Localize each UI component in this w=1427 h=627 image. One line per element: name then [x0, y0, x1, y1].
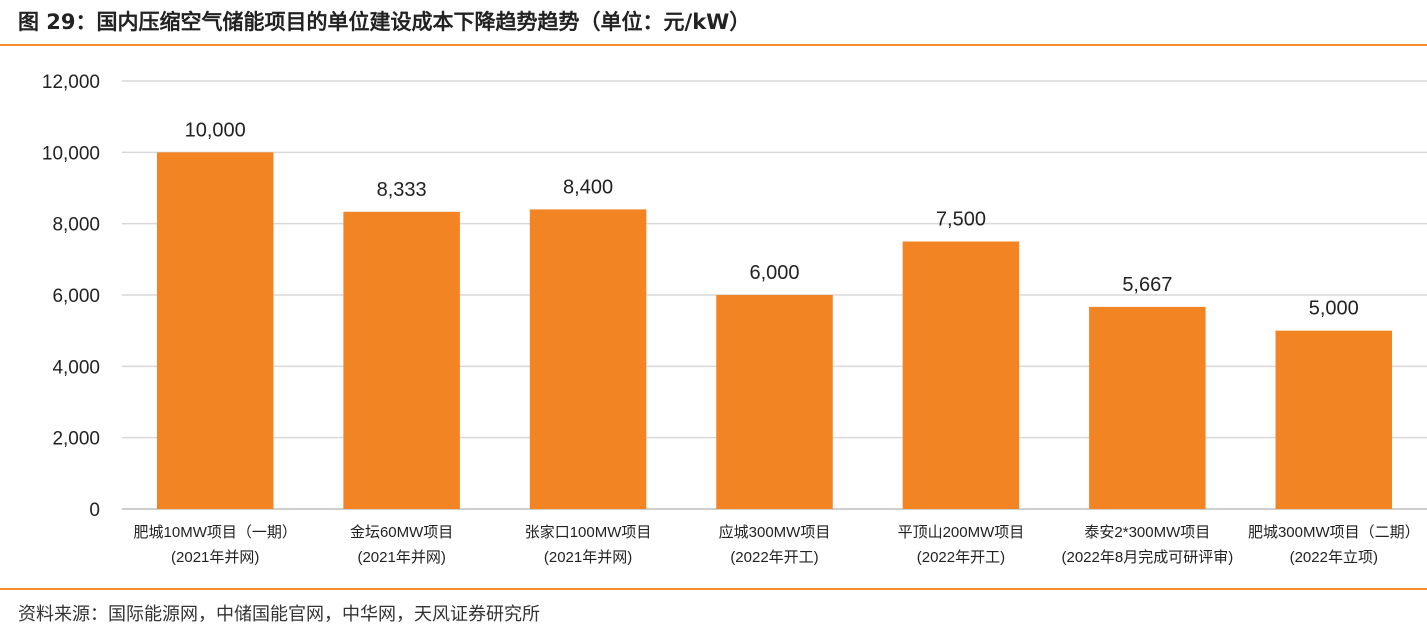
x-tick-label: 平顶山200MW项目 [898, 524, 1025, 541]
x-tick-sublabel: (2022年立项) [1290, 549, 1378, 566]
data-label: 8,400 [563, 176, 613, 198]
bar [156, 152, 274, 510]
x-tick-sublabel: (2022年开工) [917, 549, 1005, 566]
data-label: 5,000 [1309, 298, 1359, 320]
figure-title: 图 29：国内压缩空气储能项目的单位建设成本下降趋势趋势（单位：元/kW） [18, 10, 751, 34]
data-label: 5,667 [1122, 274, 1172, 296]
x-tick-label: 应城300MW项目 [719, 523, 831, 541]
x-tick-sublabel: (2021年并网) [171, 549, 259, 566]
y-tick-label: 0 [89, 500, 100, 521]
y-tick-label: 2,000 [52, 429, 100, 450]
source-note: 资料来源：国际能源网，中储国能官网，中华网，天风证券研究所 [18, 604, 540, 625]
x-tick-label: 肥城10MW项目（一期） [134, 524, 297, 541]
data-label: 6,000 [749, 262, 799, 284]
y-tick-label: 6,000 [52, 286, 100, 307]
bar [529, 209, 647, 509]
y-axis-tick-labels: 0 2,000 4,000 6,000 8,000 10,000 12,000 [42, 72, 100, 521]
data-label: 7,500 [936, 209, 986, 231]
bar [716, 295, 833, 509]
x-tick-sublabel: (2021年并网) [357, 549, 445, 566]
x-axis-category-labels: 肥城10MW项目（一期） (2021年并网) 金坛60MW项目 (2021年并网) 张家… [134, 523, 1420, 566]
x-tick-sublabel: (2022年开工) [730, 549, 818, 566]
x-tick-label: 肥城300MW项目（二期） [1248, 524, 1420, 541]
x-tick-label: 张家口100MW项目 [525, 524, 652, 541]
bar [902, 241, 1020, 509]
data-label: 8,333 [377, 179, 427, 201]
data-label: 10,000 [185, 119, 246, 141]
x-tick-label: 金坛60MW项目 [350, 524, 453, 541]
x-tick-sublabel: (2021年并网) [544, 549, 632, 566]
x-tick-sublabel: (2022年8月完成可研评审) [1062, 549, 1234, 566]
bars [156, 152, 1393, 510]
bar [1089, 306, 1206, 509]
top-accent-rule [0, 44, 1427, 46]
bar [343, 211, 460, 509]
bottom-accent-rule [0, 588, 1427, 590]
y-tick-label: 10,000 [42, 143, 100, 164]
y-tick-label: 12,000 [42, 72, 100, 93]
data-labels: 10,000 8,333 8,400 6,000 7,500 5,667 5,000 [185, 119, 1359, 319]
bar [1275, 330, 1393, 509]
y-tick-label: 8,000 [52, 215, 100, 236]
bar-chart: 0 2,000 4,000 6,000 8,000 10,000 12,000 10,000… [42, 72, 1427, 566]
y-tick-label: 4,000 [52, 357, 100, 378]
x-tick-label: 泰安2*300MW项目 [1084, 524, 1210, 541]
